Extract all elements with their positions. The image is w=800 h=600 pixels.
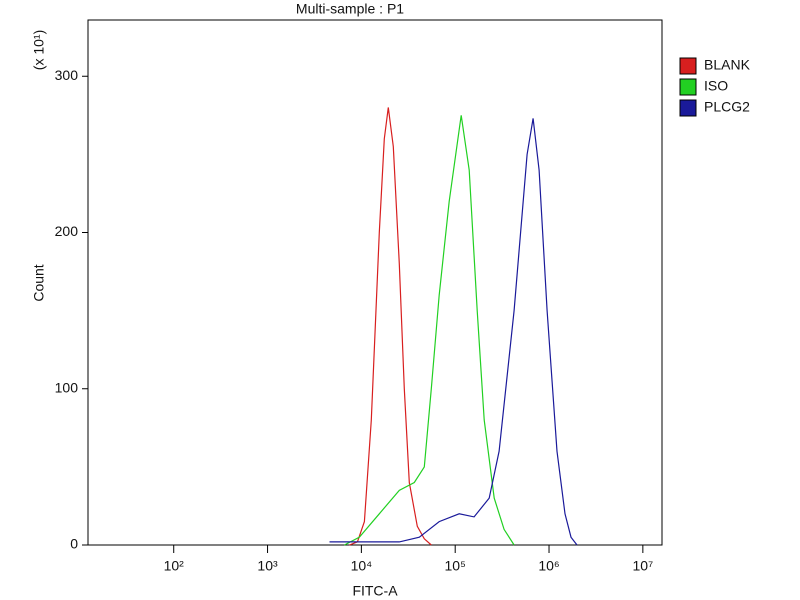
histogram-line <box>344 115 515 546</box>
y-tick-label: 0 <box>70 536 78 552</box>
legend-swatch <box>679 78 697 96</box>
x-tick-label: 10⁵ <box>445 558 466 574</box>
x-tick-label: 10⁴ <box>351 558 373 574</box>
y-tick-label: 100 <box>55 379 79 395</box>
y-multiplier: (x 10¹) <box>31 30 47 70</box>
chart-title: Multi-sample : P1 <box>296 1 404 17</box>
legend-label: BLANK <box>704 57 751 73</box>
y-axis-label: Count <box>31 264 47 301</box>
plot-frame <box>87 19 663 546</box>
legend-swatch <box>679 99 697 117</box>
histogram-line <box>329 118 578 546</box>
y-tick-label: 200 <box>55 223 79 239</box>
x-tick-label: 10³ <box>257 558 278 574</box>
legend-swatch <box>679 57 697 75</box>
x-tick-label: 10⁷ <box>633 558 654 574</box>
x-tick-label: 10² <box>164 558 185 574</box>
x-tick-label: 10⁶ <box>538 558 559 574</box>
legend-label: ISO <box>704 78 728 94</box>
legend-label: PLCG2 <box>704 99 750 115</box>
y-tick-label: 300 <box>55 67 79 83</box>
x-axis-label: FITC-A <box>352 583 398 599</box>
histogram-line <box>349 107 432 546</box>
